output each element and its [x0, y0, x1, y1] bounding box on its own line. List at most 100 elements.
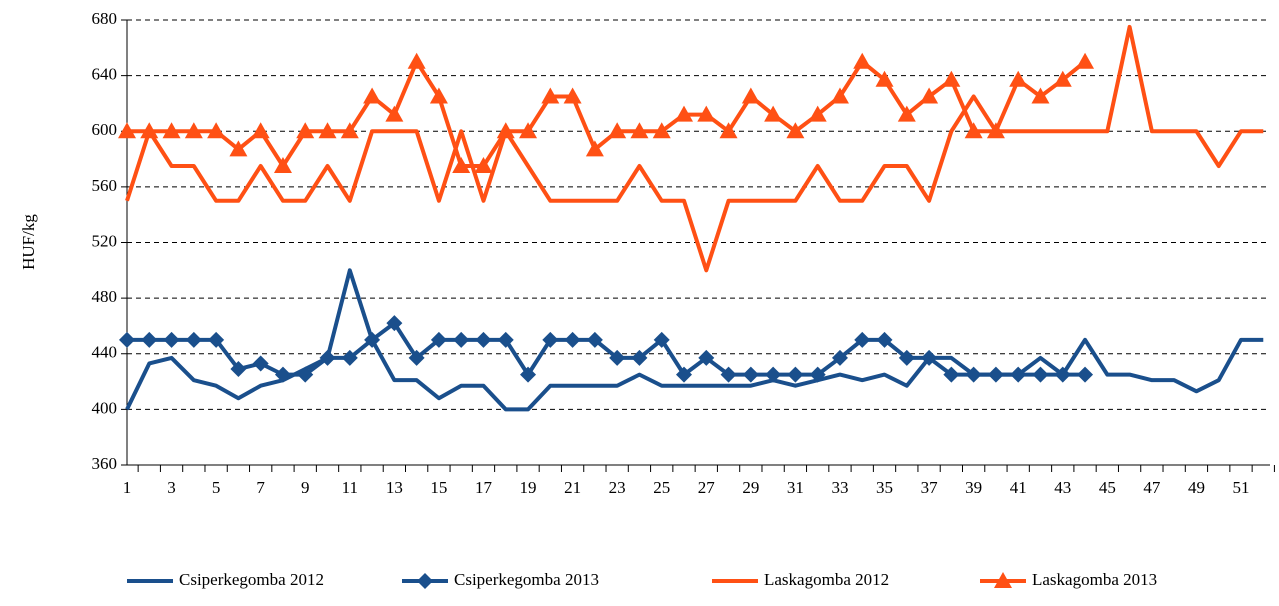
- point: [364, 331, 381, 348]
- point: [297, 366, 314, 383]
- point: [987, 366, 1004, 383]
- point: [608, 122, 627, 139]
- point: [319, 349, 336, 366]
- x-tick-label: 13: [386, 478, 403, 497]
- point: [429, 87, 448, 104]
- point: [208, 331, 225, 348]
- point: [898, 349, 915, 366]
- point: [408, 349, 425, 366]
- point: [1077, 366, 1094, 383]
- point: [765, 366, 782, 383]
- point: [184, 122, 203, 139]
- point: [630, 122, 649, 139]
- point: [965, 366, 982, 383]
- point: [830, 87, 849, 104]
- point: [1053, 70, 1072, 87]
- x-tick-label: 27: [698, 478, 716, 497]
- x-tick-label: 5: [212, 478, 221, 497]
- series-line: [127, 321, 1086, 377]
- point: [809, 366, 826, 383]
- point: [609, 349, 626, 366]
- point: [274, 366, 291, 383]
- point: [318, 122, 337, 139]
- x-tick-label: 31: [787, 478, 804, 497]
- legend-label: Csiperkegomba 2013: [454, 570, 599, 589]
- point: [942, 70, 961, 87]
- point: [675, 105, 693, 122]
- point: [185, 331, 202, 348]
- point: [964, 122, 983, 139]
- point: [920, 87, 939, 104]
- point: [921, 349, 938, 366]
- x-tick-label: 15: [430, 478, 447, 497]
- y-axis-label: HUF/kg: [19, 214, 38, 270]
- x-tick-label: 39: [965, 478, 982, 497]
- point: [853, 52, 872, 69]
- y-tick-label: 360: [92, 454, 118, 473]
- point: [652, 122, 671, 139]
- x-tick-label: 45: [1099, 478, 1116, 497]
- y-tick-label: 520: [92, 231, 118, 250]
- point: [697, 105, 716, 122]
- y-tick-label: 640: [92, 65, 118, 84]
- y-tick-label: 680: [92, 9, 118, 28]
- point: [452, 157, 471, 174]
- x-tick-label: 23: [609, 478, 626, 497]
- point: [252, 355, 269, 372]
- point: [1054, 366, 1071, 383]
- point: [542, 331, 559, 348]
- x-tick-label: 7: [256, 478, 265, 497]
- point: [1010, 366, 1027, 383]
- x-tick-label: 41: [1010, 478, 1027, 497]
- x-tick-label: 29: [742, 478, 759, 497]
- point: [585, 140, 604, 157]
- point: [1031, 87, 1050, 104]
- point: [653, 331, 670, 348]
- x-tick-label: 21: [564, 478, 581, 497]
- x-tick-label: 33: [831, 478, 848, 497]
- y-tick-label: 440: [92, 343, 118, 362]
- series-line: [125, 24, 1264, 273]
- point: [497, 331, 514, 348]
- x-tick-label: 1: [123, 478, 132, 497]
- point: [986, 122, 1005, 139]
- point: [453, 331, 470, 348]
- point: [764, 105, 783, 122]
- legend-label: Csiperkegomba 2012: [179, 570, 324, 589]
- point: [141, 331, 158, 348]
- point: [229, 140, 248, 157]
- x-tick-label: 43: [1054, 478, 1071, 497]
- point: [741, 87, 760, 104]
- x-tick-label: 17: [475, 478, 493, 497]
- point: [719, 122, 738, 139]
- y-tick-label: 600: [92, 120, 118, 139]
- x-tick-label: 51: [1233, 478, 1250, 497]
- point: [363, 87, 382, 104]
- point: [251, 122, 270, 139]
- point: [296, 122, 315, 139]
- point: [564, 331, 581, 348]
- x-tick-label: 47: [1143, 478, 1161, 497]
- point: [475, 331, 492, 348]
- y-tick-label: 400: [92, 398, 118, 417]
- point: [386, 315, 403, 332]
- point: [742, 366, 759, 383]
- point: [720, 366, 737, 383]
- point: [1076, 52, 1095, 69]
- point: [698, 349, 715, 366]
- point: [631, 349, 648, 366]
- point: [787, 366, 804, 383]
- point: [119, 331, 135, 348]
- point: [162, 122, 181, 139]
- legend-label: Laskagomba 2013: [1032, 570, 1157, 589]
- point: [808, 105, 827, 122]
- point: [875, 70, 894, 87]
- point: [786, 122, 805, 139]
- point: [230, 361, 247, 378]
- point: [519, 122, 538, 139]
- point: [118, 122, 136, 139]
- y-tick-label: 480: [92, 287, 118, 306]
- point: [1009, 70, 1028, 87]
- x-tick-label: 49: [1188, 478, 1205, 497]
